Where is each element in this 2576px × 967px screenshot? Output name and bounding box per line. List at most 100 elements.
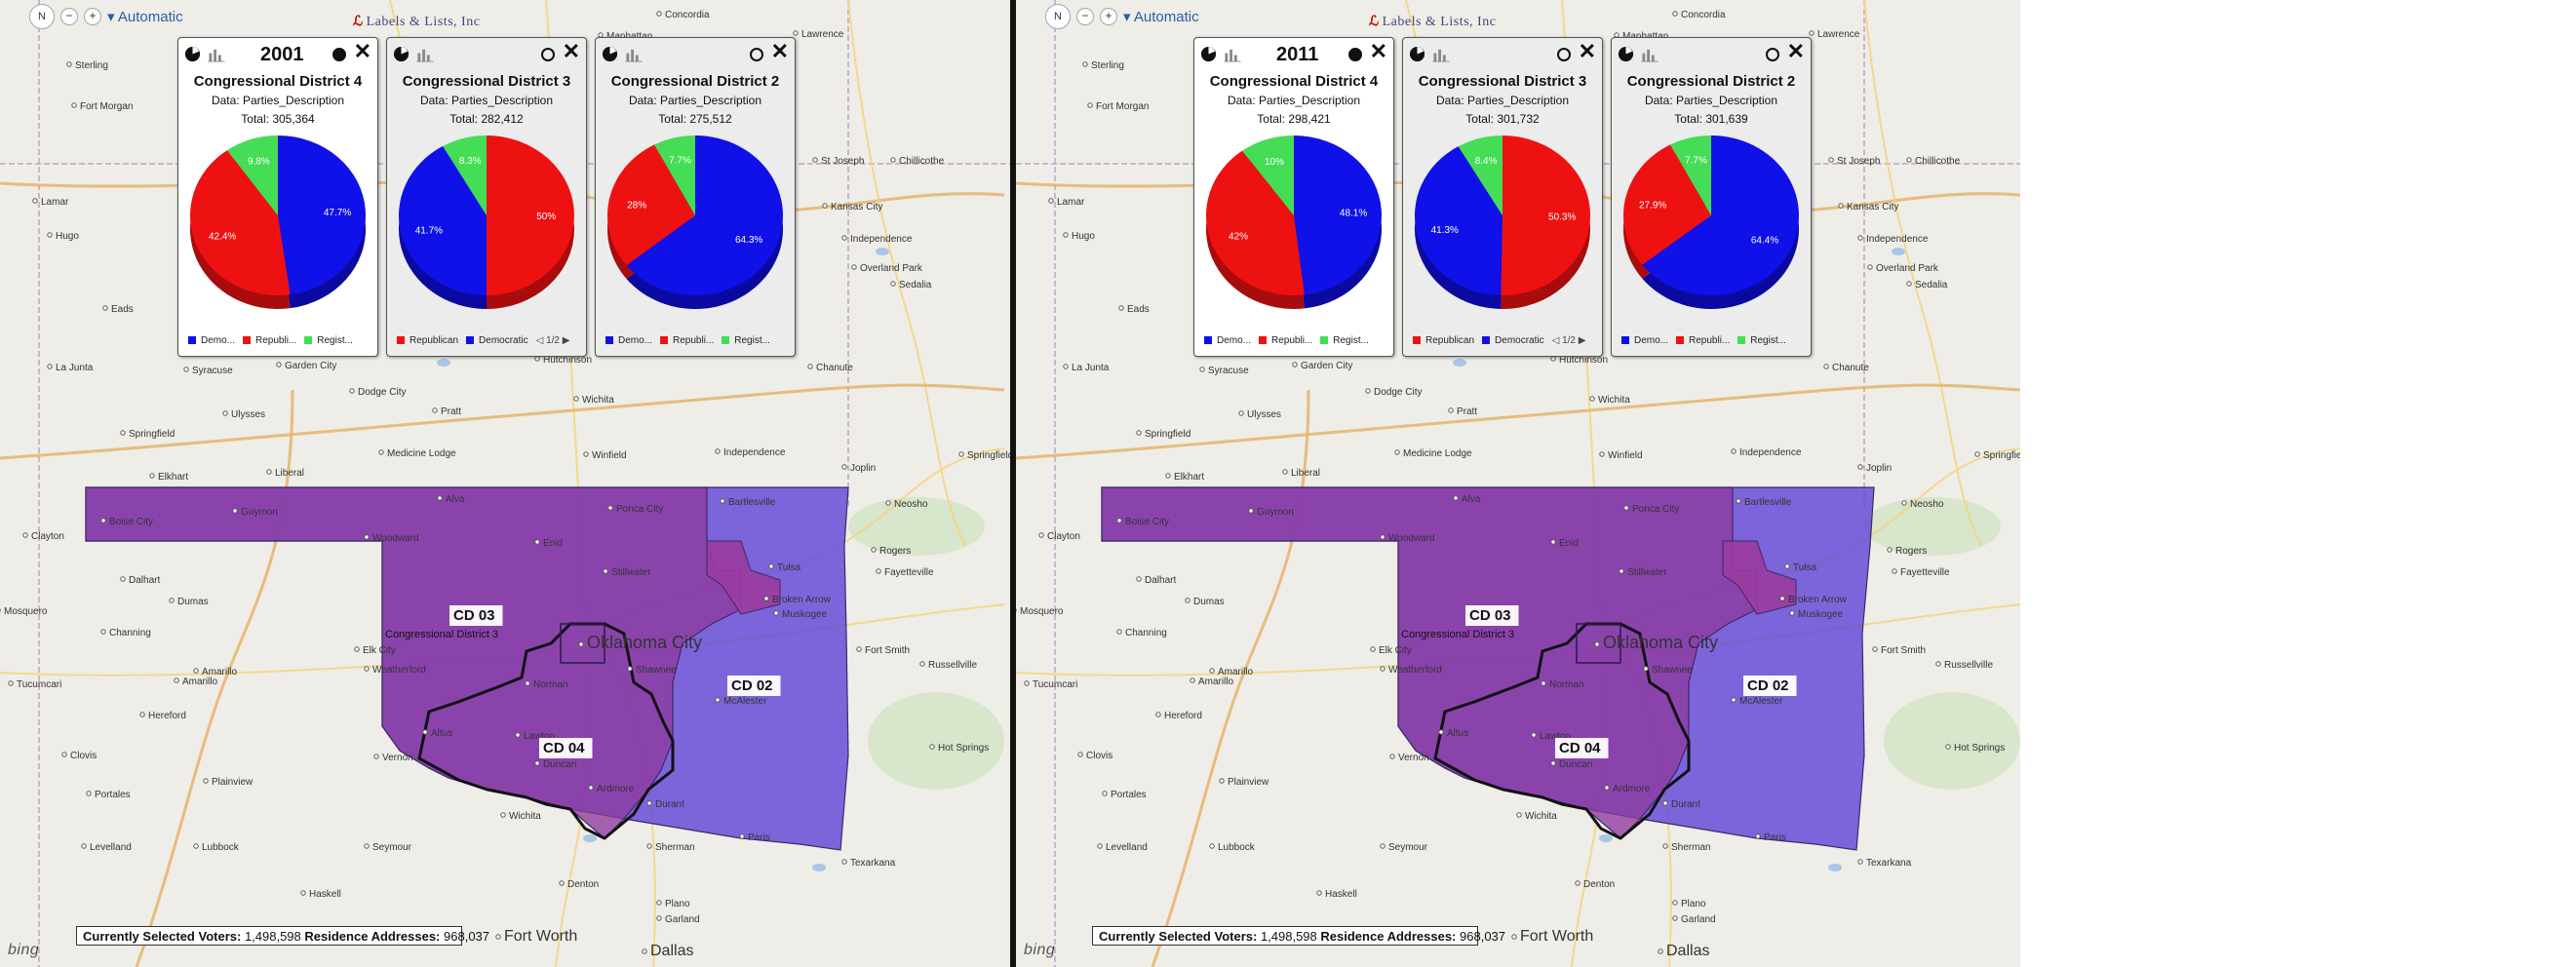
legend-item[interactable]: Demo... (1204, 335, 1251, 346)
legend-item[interactable]: Regist... (1737, 335, 1786, 346)
city-label: Levelland (81, 842, 132, 853)
city-label: Fayetteville (1892, 567, 1950, 578)
city-label: Oklahoma City (1594, 633, 1718, 652)
city-label: Denton (1575, 879, 1615, 890)
pie-chart-icon[interactable] (1200, 46, 1217, 62)
legend-item[interactable]: Republi... (1259, 335, 1312, 346)
select-radio-icon[interactable] (1348, 48, 1362, 61)
select-radio-icon[interactable] (1557, 48, 1571, 61)
map-style-dropdown[interactable]: ▾ Automatic (1123, 9, 1199, 25)
legend-swatch (304, 336, 313, 344)
legend-item[interactable]: Regist... (1320, 335, 1369, 346)
legend-item[interactable]: Republi... (243, 335, 296, 346)
pie-slice-democrat[interactable] (278, 135, 366, 295)
city-label: Durant (1662, 799, 1700, 810)
pie-slice-registered[interactable] (1458, 135, 1503, 215)
map-style-dropdown[interactable]: ▾ Automatic (107, 9, 183, 25)
legend-label: Demo... (201, 335, 236, 346)
legend-item[interactable]: Republican (397, 335, 458, 346)
close-icon[interactable]: ✕ (562, 39, 580, 63)
bar-chart-icon[interactable] (1432, 46, 1450, 62)
pie-slice-democratic[interactable] (1415, 146, 1503, 295)
pie-slice-democrat[interactable] (626, 135, 783, 295)
city-label: Seymour (364, 842, 412, 853)
compass-icon[interactable]: N (29, 4, 55, 29)
pie-slice-republican[interactable] (607, 144, 695, 266)
svg-text:Garland: Garland (1681, 914, 1716, 925)
close-icon[interactable]: ✕ (1369, 39, 1387, 63)
pie-slice-republican[interactable] (190, 150, 291, 295)
svg-text:Paris: Paris (1764, 832, 1786, 843)
close-icon[interactable]: ✕ (353, 39, 371, 63)
chart-card-congressional-district-3[interactable]: ✕ Congressional District 3 Data: Parties_D… (386, 37, 587, 357)
bar-chart-icon[interactable] (1641, 46, 1659, 62)
svg-text:Rogers: Rogers (1895, 546, 1927, 557)
select-radio-icon[interactable] (541, 48, 555, 61)
pie-chart[interactable]: 50% 41.7% 8.3% (393, 135, 580, 311)
pie-slice-republican[interactable] (1206, 150, 1305, 295)
pie-slice-democrat[interactable] (1642, 135, 1799, 295)
pie-slice-republican[interactable] (1501, 135, 1591, 295)
zoom-out-button[interactable]: − (1076, 8, 1094, 25)
zoom-out-button[interactable]: − (60, 8, 78, 25)
legend-item[interactable]: Regist... (304, 335, 353, 346)
close-icon[interactable]: ✕ (770, 39, 789, 63)
select-radio-icon[interactable] (1766, 48, 1779, 61)
svg-text:Vernon: Vernon (382, 753, 413, 763)
legend-item[interactable]: Democratic (1482, 335, 1544, 346)
pie-slice-republican[interactable] (487, 135, 574, 295)
legend-pager[interactable]: ◁ 1/2 ▶ (535, 335, 570, 346)
zoom-in-button[interactable]: + (84, 8, 101, 25)
legend-item[interactable]: Republi... (660, 335, 714, 346)
svg-text:CD 02: CD 02 (1747, 677, 1789, 694)
pie-chart[interactable]: 50.3% 41.3% 8.4% (1409, 135, 1596, 311)
pie-chart[interactable]: 47.7% 42.4% 9.8% (184, 135, 371, 311)
chart-card-congressional-district-4[interactable]: 2011 ✕ Congressional District 4 Data: Parti… (1193, 37, 1394, 357)
pie-chart[interactable]: 64.3% 28% 7.7% (602, 135, 789, 311)
chart-card-congressional-district-4[interactable]: 2001 ✕ Congressional District 4 Data: Parti… (177, 37, 378, 357)
pie-chart-icon[interactable] (393, 46, 410, 62)
pie-slice-registered[interactable] (1242, 135, 1294, 215)
pie-chart-icon[interactable] (184, 46, 201, 62)
select-radio-icon[interactable] (750, 48, 763, 61)
pie-chart[interactable]: 64.4% 27.9% 7.7% (1618, 135, 1805, 311)
pie-chart-icon[interactable] (602, 46, 618, 62)
map-panel-2001[interactable]: Sterling Fort Morgan Hugo Lamar Eads La Junta… (0, 0, 1010, 967)
legend-item[interactable]: Democratic (466, 335, 528, 346)
chart-card-congressional-district-2[interactable]: ✕ Congressional District 2 Data: Parties_D… (595, 37, 796, 357)
pie-slice-registered[interactable] (443, 135, 487, 215)
close-icon[interactable]: ✕ (1578, 39, 1596, 63)
map-panel-2011[interactable]: Sterling Fort Morgan Hugo Lamar Eads La Junta… (1016, 0, 2020, 967)
pie-slice-registered[interactable] (226, 135, 278, 215)
legend-item[interactable]: Demo... (188, 335, 235, 346)
bar-chart-icon[interactable] (625, 46, 643, 62)
svg-text:Dallas: Dallas (1666, 943, 1709, 959)
pie-slice-registered[interactable] (654, 135, 695, 215)
legend-item[interactable]: Demo... (1621, 335, 1668, 346)
pie-slice-democrat[interactable] (1294, 135, 1382, 295)
chart-card-congressional-district-2[interactable]: ✕ Congressional District 2 Data: Parties_D… (1611, 37, 1812, 357)
pie-chart[interactable]: 48.1% 42% 10% (1200, 135, 1387, 311)
bar-chart-icon[interactable] (1224, 46, 1241, 62)
pie-slice-democratic[interactable] (399, 145, 487, 295)
pie-chart-icon[interactable] (1618, 46, 1634, 62)
pie-chart-icon[interactable] (1409, 46, 1425, 62)
svg-text:Oklahoma City: Oklahoma City (1603, 633, 1718, 652)
legend-pager[interactable]: ◁ 1/2 ▶ (1551, 335, 1586, 346)
legend-item[interactable]: Regist... (722, 335, 770, 346)
legend-item[interactable]: Demo... (605, 335, 652, 346)
zoom-in-button[interactable]: + (1100, 8, 1117, 25)
pie-slice-registered[interactable] (1670, 135, 1711, 215)
pie-slice-republican[interactable] (1623, 144, 1711, 265)
select-radio-icon[interactable] (332, 48, 346, 61)
bar-chart-icon[interactable] (416, 46, 434, 62)
compass-icon[interactable]: N (1045, 4, 1071, 29)
svg-text:Lawton: Lawton (1540, 731, 1571, 742)
legend-item[interactable]: Republi... (1676, 335, 1730, 346)
city-label: Elk City (354, 645, 396, 656)
bar-chart-icon[interactable] (208, 46, 225, 62)
chart-card-congressional-district-3[interactable]: ✕ Congressional District 3 Data: Parties_D… (1402, 37, 1603, 357)
legend-item[interactable]: Republican (1413, 335, 1474, 346)
close-icon[interactable]: ✕ (1786, 39, 1805, 63)
pie-slice-label: 41.7% (415, 225, 443, 236)
